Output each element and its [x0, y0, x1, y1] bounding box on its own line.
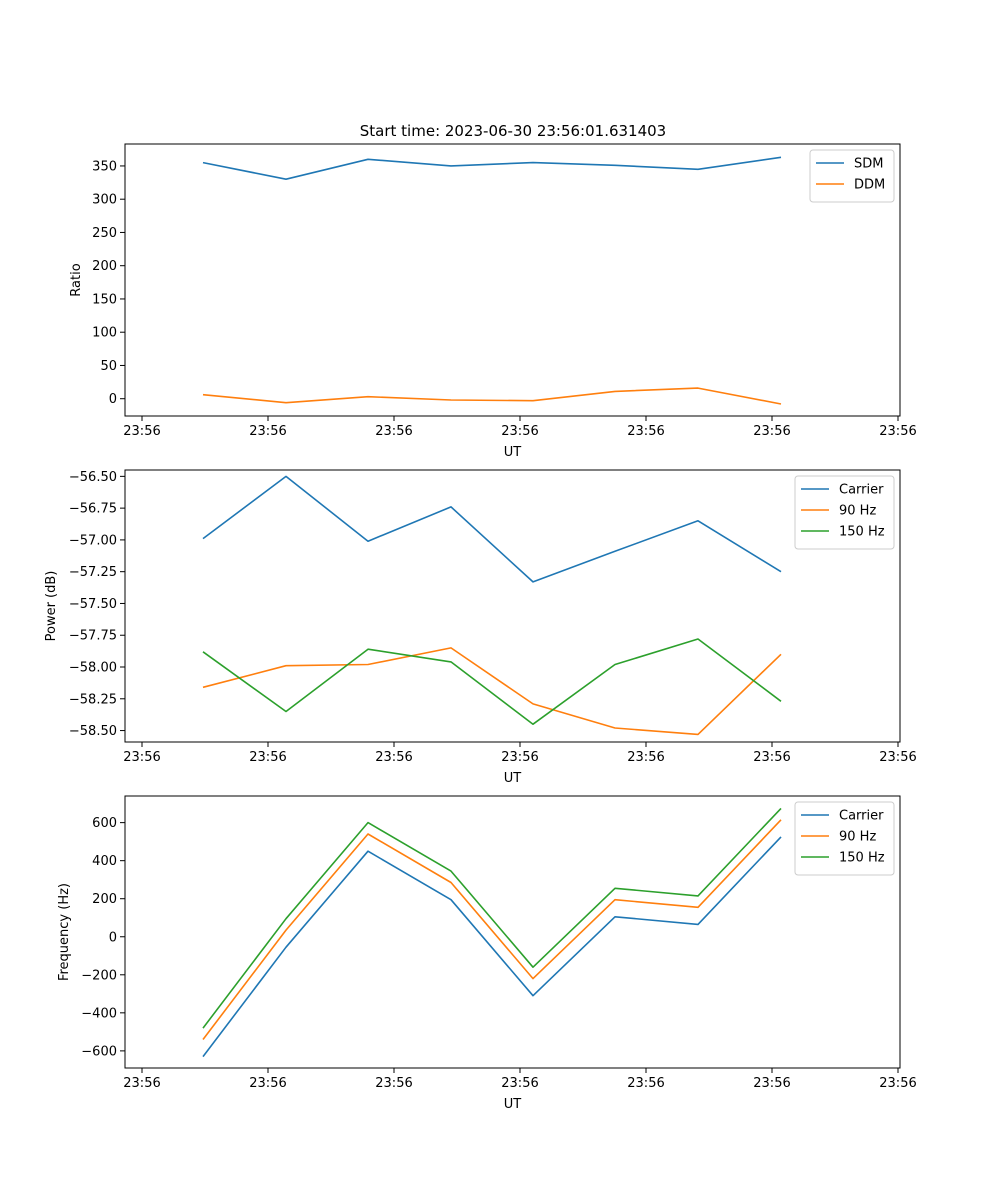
y-tick-label: 150: [92, 292, 117, 307]
y-tick-label: 200: [92, 892, 117, 907]
x-axis-label: UT: [504, 1097, 522, 1112]
axes-frame: [124, 143, 901, 417]
y-tick-label: 0: [109, 392, 117, 407]
x-tick-label: 23:56: [123, 750, 160, 765]
x-tick-label: 23:56: [249, 750, 286, 765]
x-tick-label: 23:56: [375, 750, 412, 765]
legend-label: Carrier: [839, 809, 884, 824]
series-line-150-hz: [202, 807, 782, 1029]
x-tick-label: 23:56: [249, 1076, 286, 1091]
y-axis-label: Power (dB): [44, 571, 59, 642]
y-tick-label: −58.25: [69, 692, 117, 707]
x-tick-label: 23:56: [753, 424, 790, 439]
x-tick-label: 23:56: [627, 424, 664, 439]
legend-label: SDM: [854, 157, 883, 172]
x-tick-label: 23:56: [375, 424, 412, 439]
legend-label: 150 Hz: [839, 525, 885, 540]
y-tick-label: 600: [92, 816, 117, 831]
legend-label: Carrier: [839, 483, 884, 498]
axes-frame: [124, 795, 901, 1069]
y-tick-label: 50: [100, 359, 117, 374]
series-line-90-hz: [202, 819, 782, 1040]
y-tick-label: −57.50: [69, 597, 117, 612]
panels: 23:56 23:56 23:56 23:56 23:56 23:56 23:56 UT 0 50…: [44, 143, 917, 1112]
chart-panel-2: 23:56 23:56 23:56 23:56 23:56 23:56 23:56 UT −58…: [44, 469, 917, 786]
series-line-90-hz: [202, 647, 782, 736]
x-tick-label: 23:56: [627, 750, 664, 765]
x-axis-label: UT: [504, 445, 522, 460]
y-tick-label: 400: [92, 854, 117, 869]
x-tick-label: 23:56: [375, 1076, 412, 1091]
series-line-ddm: [202, 387, 782, 405]
x-tick-label: 23:56: [249, 424, 286, 439]
y-tick-label: −400: [81, 1006, 117, 1021]
x-tick-label: 23:56: [753, 1076, 790, 1091]
legend-label: 90 Hz: [839, 830, 876, 845]
y-axis-label: Ratio: [69, 263, 84, 296]
y-tick-label: −57.00: [69, 533, 117, 548]
x-tick-label: 23:56: [879, 424, 916, 439]
x-tick-label: 23:56: [501, 424, 538, 439]
y-tick-label: −56.75: [69, 502, 117, 517]
y-tick-label: 200: [92, 259, 117, 274]
y-tick-label: 250: [92, 226, 117, 241]
y-tick-label: −57.75: [69, 629, 117, 644]
x-tick-label: 23:56: [501, 750, 538, 765]
y-axis-label: Frequency (Hz): [57, 883, 72, 981]
x-axis-label: UT: [504, 771, 522, 786]
chart-panel-1: 23:56 23:56 23:56 23:56 23:56 23:56 23:56 UT 0 50…: [69, 143, 917, 460]
x-tick-label: 23:56: [123, 1076, 160, 1091]
y-tick-label: 100: [92, 326, 117, 341]
series-line-carrier: [202, 475, 782, 583]
legend-label: DDM: [854, 178, 885, 193]
figure-title: Start time: 2023-06-30 23:56:01.631403: [360, 122, 666, 140]
x-tick-label: 23:56: [627, 1076, 664, 1091]
x-tick-label: 23:56: [501, 1076, 538, 1091]
x-tick-label: 23:56: [123, 424, 160, 439]
x-tick-label: 23:56: [753, 750, 790, 765]
y-tick-label: −57.25: [69, 565, 117, 580]
legend: Carrier 90 Hz 150 Hz: [794, 801, 895, 876]
chart-panel-3: 23:56 23:56 23:56 23:56 23:56 23:56 23:56 UT −60…: [57, 795, 917, 1112]
legend-label: 90 Hz: [839, 504, 876, 519]
y-tick-label: −200: [81, 968, 117, 983]
legend: SDM DDM: [809, 149, 895, 203]
y-tick-label: −58.50: [69, 724, 117, 739]
y-tick-label: −56.50: [69, 470, 117, 485]
series-line-150-hz: [202, 638, 782, 726]
y-tick-label: 0: [109, 930, 117, 945]
x-tick-label: 23:56: [879, 1076, 916, 1091]
x-tick-label: 23:56: [879, 750, 916, 765]
series-line-sdm: [202, 156, 782, 180]
axes-frame: [124, 469, 901, 743]
y-tick-label: 300: [92, 193, 117, 208]
y-tick-label: −600: [81, 1044, 117, 1059]
y-tick-label: 350: [92, 159, 117, 174]
y-tick-label: −58.00: [69, 661, 117, 676]
legend-label: 150 Hz: [839, 851, 885, 866]
legend: Carrier 90 Hz 150 Hz: [794, 475, 895, 550]
series-line-carrier: [202, 836, 782, 1058]
